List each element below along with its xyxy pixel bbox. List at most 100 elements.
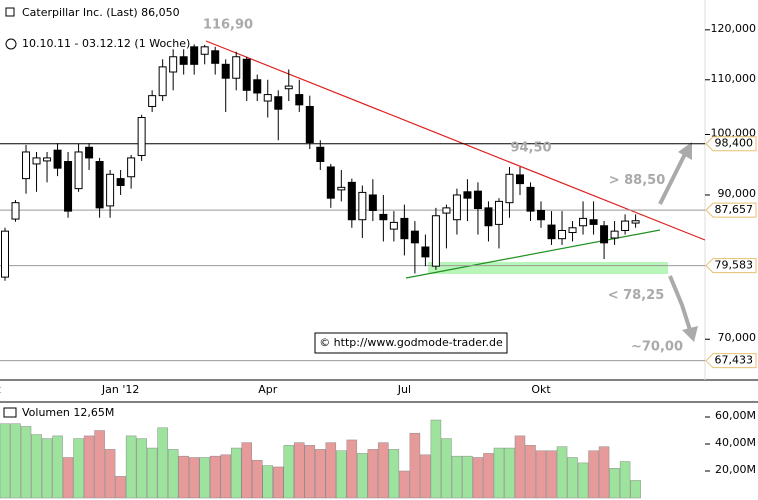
volume-bar <box>346 439 358 499</box>
candle-body <box>148 95 157 107</box>
y-tick-label: 90,000 <box>718 187 757 200</box>
volume-bar <box>230 447 242 499</box>
volume-bar <box>262 465 273 499</box>
volume-bar <box>20 426 32 499</box>
candle-body <box>85 146 94 159</box>
candle-body <box>169 56 178 73</box>
volume-bar <box>52 435 63 499</box>
volume-bar <box>430 419 442 499</box>
volume-bar <box>357 453 368 499</box>
candle-body <box>579 217 588 227</box>
title-icon <box>5 7 15 17</box>
chart-title: Caterpillar Inc. (Last) 86,050 <box>22 6 180 19</box>
watermark-box <box>314 332 508 354</box>
x-tick-label: Apr <box>258 383 278 396</box>
volume-bar <box>304 445 316 499</box>
candle-body <box>431 215 440 267</box>
candle-body <box>389 221 398 230</box>
volume-bar <box>514 435 526 499</box>
candle-body <box>347 181 356 221</box>
y-tick-label: 20,00M <box>715 463 756 476</box>
candle-body <box>368 194 377 211</box>
level-box <box>705 353 757 369</box>
volume-bar <box>125 435 137 499</box>
candle-body <box>253 79 262 94</box>
volume-bar <box>504 447 515 499</box>
candle-body <box>568 227 577 234</box>
volume-bar <box>10 423 21 499</box>
volume-bar <box>94 430 105 499</box>
volume-bar <box>115 476 126 499</box>
volume-bar <box>146 447 158 499</box>
volume-bar <box>535 450 547 499</box>
level-label: 87,657 <box>715 203 754 216</box>
volume-bar <box>420 454 431 499</box>
candle-body <box>211 50 220 64</box>
volume-bar <box>630 480 641 499</box>
level-box <box>705 258 757 274</box>
candle-body <box>515 174 524 185</box>
candle-body <box>190 46 199 65</box>
candle-body <box>473 190 482 210</box>
volume-bar <box>62 457 74 499</box>
volume-bar <box>493 447 505 499</box>
level-label: 79,583 <box>715 259 754 272</box>
x-tick-label: Jan '12 <box>101 383 139 396</box>
volume-bar <box>209 455 221 499</box>
volume-bar <box>136 438 147 499</box>
volume-bar <box>188 457 200 499</box>
level-box <box>705 202 757 218</box>
candle-body <box>274 96 283 110</box>
candle-body <box>600 225 609 244</box>
candle-body <box>337 186 346 191</box>
candle-body <box>400 217 409 240</box>
candle-body <box>410 230 419 244</box>
y-tick-label: 40,00M <box>715 436 756 449</box>
support-zone <box>428 262 668 274</box>
candle-body <box>32 157 41 165</box>
candle-body <box>442 207 451 214</box>
volume-bar <box>0 423 11 499</box>
volume-bar <box>104 449 116 499</box>
volume-bar <box>472 457 484 499</box>
volume-bar <box>41 438 53 499</box>
candle-body <box>263 94 272 102</box>
price-panel: © http://www.godmode-trader.de Caterpill… <box>0 0 758 381</box>
volume-bar <box>441 438 452 499</box>
candle-body <box>526 186 535 212</box>
candle-body <box>621 220 630 231</box>
volume-bar <box>336 450 347 499</box>
candle-body <box>95 161 104 209</box>
candle-body <box>537 209 546 221</box>
x-tick-label: Okt <box>0 383 1 396</box>
volume-bar <box>598 446 610 499</box>
y-tick-label: 120,000 <box>711 22 757 35</box>
candle-body <box>137 117 146 157</box>
volume-bar <box>525 445 536 499</box>
volume-bar <box>199 457 210 499</box>
clock-icon <box>5 38 17 50</box>
y-tick-label: 100,000 <box>711 126 757 139</box>
volume-bar <box>157 427 168 499</box>
volume-bar <box>451 455 463 499</box>
candle-body <box>358 191 367 221</box>
candle-body <box>74 151 83 190</box>
annotation: ~70,00 <box>631 340 683 355</box>
volume-bar <box>462 455 473 499</box>
volume-bar <box>609 468 620 499</box>
annotation: < 78,25 <box>608 288 665 303</box>
candle-body <box>1 230 9 278</box>
annotation: > 88,50 <box>609 173 666 188</box>
candle-body <box>421 246 430 258</box>
volume-bar <box>588 450 599 499</box>
level-box <box>705 136 757 152</box>
candle-body <box>179 56 188 65</box>
candle-body <box>589 219 598 225</box>
candle-body <box>610 230 619 239</box>
volume-bar <box>577 462 589 499</box>
candle-body <box>452 194 461 221</box>
volume-bar <box>167 449 179 499</box>
candle-body <box>64 161 73 212</box>
candle-body <box>106 173 115 207</box>
